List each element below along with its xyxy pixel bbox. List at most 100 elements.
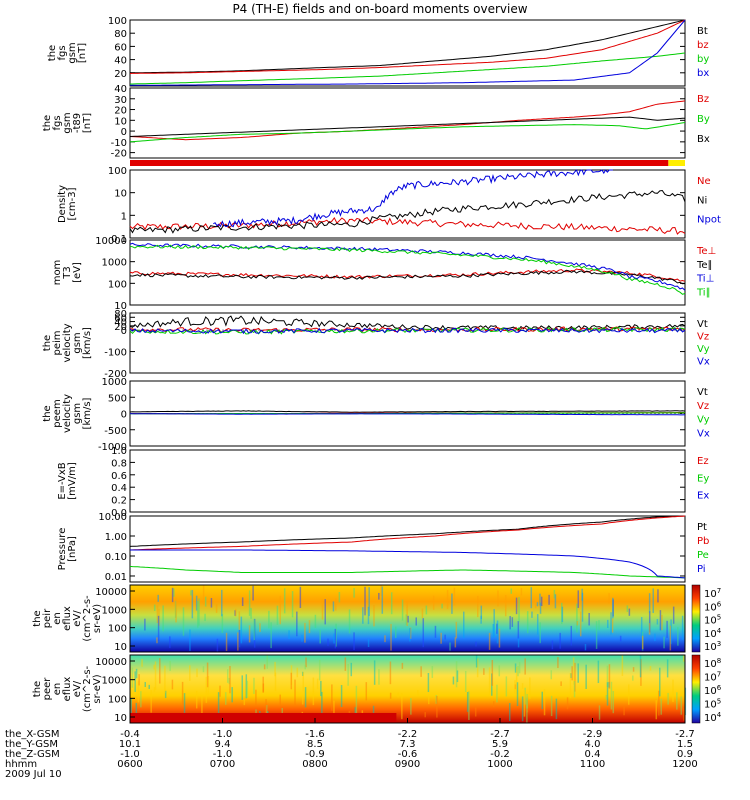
y-tick-label: 100 xyxy=(108,279,127,290)
spectrogram-texture xyxy=(608,593,610,604)
spectrogram-texture xyxy=(554,594,557,609)
legend-density: Ni xyxy=(697,195,707,206)
legend-efield: Ex xyxy=(697,491,709,502)
spectrogram-texture xyxy=(181,681,184,707)
spectrogram-texture xyxy=(452,676,455,685)
spectrogram-texture xyxy=(395,626,397,638)
spectrogram-texture xyxy=(666,620,668,638)
spectrogram-texture xyxy=(557,656,559,669)
spectrogram-texture xyxy=(454,637,457,648)
spectrogram-texture xyxy=(243,699,246,706)
series-ti∥ xyxy=(129,244,686,295)
ylabel-line: the xyxy=(32,681,43,697)
spectrogram-texture xyxy=(204,596,207,607)
spectrogram-texture xyxy=(268,610,270,629)
spectrogram-texture xyxy=(605,695,608,700)
x-tick-value: -2.9 xyxy=(583,729,603,740)
spectrogram-texture xyxy=(131,667,134,688)
spectrogram-texture xyxy=(553,590,556,599)
spectrogram-texture xyxy=(299,586,302,608)
spectrogram-texture xyxy=(598,705,601,720)
colorbar-label: 106 xyxy=(704,600,722,613)
spectrogram-texture xyxy=(425,605,428,615)
spectrogram-texture xyxy=(521,696,524,722)
spectrogram-texture xyxy=(571,666,573,681)
spectrogram-texture xyxy=(520,588,523,596)
spectrogram-texture xyxy=(237,632,239,651)
legend-density: Ne xyxy=(697,176,711,187)
spectrogram-texture xyxy=(677,627,679,646)
colorbar-exponent: 4 xyxy=(717,711,722,719)
y-tick-label: 0.10 xyxy=(105,552,127,563)
spectrogram-texture xyxy=(266,655,268,669)
spectrogram-texture xyxy=(150,690,152,713)
spectrogram-texture xyxy=(401,693,403,720)
spectrogram-texture xyxy=(308,620,311,634)
spectrogram-texture xyxy=(606,682,609,706)
spectrogram-texture xyxy=(610,612,612,635)
spectrogram-texture xyxy=(551,640,554,650)
y-tick-label: 10000 xyxy=(95,657,127,668)
legend-peim_velocity: Vx xyxy=(697,357,710,368)
spectrogram-texture xyxy=(517,621,520,639)
ylabel-line: [eV] xyxy=(72,262,83,283)
legend-fgs_gsm: Bt xyxy=(697,26,708,37)
ylabel-line: en xyxy=(52,612,63,625)
spectrogram-texture xyxy=(406,601,408,626)
spectrogram-texture xyxy=(347,663,349,686)
spectrogram-texture xyxy=(283,588,286,614)
spectrogram-texture xyxy=(663,636,665,649)
x-tick-value: 8.5 xyxy=(307,739,323,750)
series-vx xyxy=(129,327,686,335)
legend-peim_velocity: Vt xyxy=(697,319,708,330)
spectrogram-texture xyxy=(296,611,298,637)
legend-fgs_gsm: bx xyxy=(697,68,709,79)
ylabel-line: -t89 xyxy=(72,113,83,133)
ylabel-line: en xyxy=(52,683,63,696)
spectrogram-texture xyxy=(248,625,251,643)
spectrogram-texture xyxy=(159,658,161,684)
spectrogram-texture xyxy=(681,615,684,641)
spectrogram-texture xyxy=(536,614,539,635)
y-tick-label: -1000 xyxy=(98,442,127,453)
panel-ylabel: thepeirenefluxeV/(cm^2-s-sr-eV) xyxy=(32,595,103,642)
y-tick-label: 10.00 xyxy=(98,512,127,523)
spectrogram-texture xyxy=(288,630,290,640)
spectrogram-texture xyxy=(475,641,477,647)
panel-peir_spec: thepeirenefluxeV/(cm^2-s-sr-eV) 10 100 1000… xyxy=(32,584,722,653)
spectrogram-texture xyxy=(191,589,194,619)
status-bar-segment xyxy=(130,160,669,166)
panel-ylabel: thepeimvelocitygsm[km/s] xyxy=(42,323,93,362)
spectrogram-texture xyxy=(434,625,437,638)
x-row-label: hhmm xyxy=(5,759,37,770)
x-tick-value: 0.9 xyxy=(677,749,693,760)
spectrogram-texture xyxy=(491,660,494,686)
ylabel-line: (cm^2-s- xyxy=(82,665,93,712)
spectrogram-texture xyxy=(456,670,459,683)
x-tick-value: 4.0 xyxy=(585,739,601,750)
spectrogram-texture xyxy=(621,655,624,676)
spectrogram-texture xyxy=(196,668,198,678)
x-tick-value: 1000 xyxy=(487,759,512,770)
ylabel-line: [nT] xyxy=(77,43,88,63)
spectrogram-texture xyxy=(324,599,326,625)
spectrogram-texture xyxy=(670,619,672,644)
spectrogram-texture xyxy=(389,692,392,699)
ylabel-line: [nPa] xyxy=(67,536,78,562)
y-tick-label: 0.8 xyxy=(111,458,127,469)
spectrogram-texture xyxy=(245,674,248,699)
colorbar-exponent: 6 xyxy=(717,684,722,692)
series-bz xyxy=(129,19,686,74)
spectrogram-texture xyxy=(540,596,543,606)
spectrogram-texture xyxy=(415,617,417,626)
spectrogram-texture xyxy=(597,660,600,684)
spectrogram-texture xyxy=(290,672,293,690)
spectrogram-texture xyxy=(440,632,442,644)
legend-peem_velocity: Vz xyxy=(697,401,709,412)
spectrogram-texture xyxy=(608,664,611,689)
spectrogram-texture xyxy=(173,588,175,597)
spectrogram-texture xyxy=(658,690,660,716)
spectrogram-texture xyxy=(138,674,140,686)
spectrogram-texture xyxy=(381,586,384,614)
spectrogram-texture xyxy=(195,595,198,611)
